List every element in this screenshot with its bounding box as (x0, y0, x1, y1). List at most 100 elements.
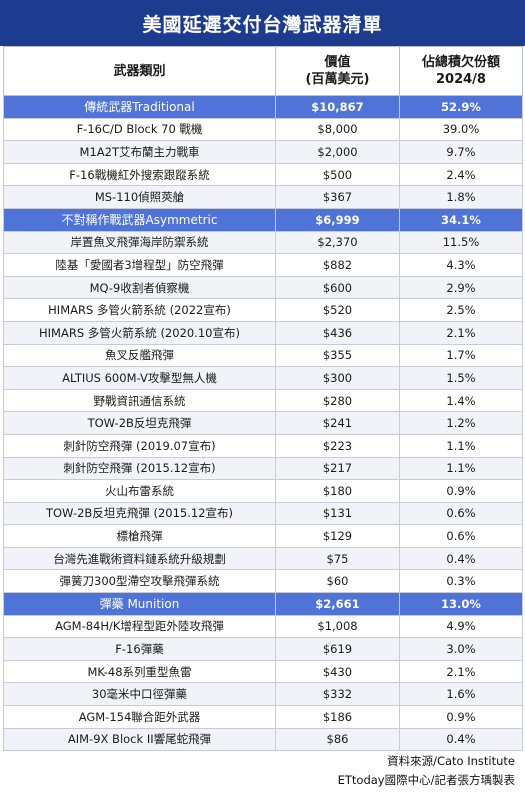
table-row: HIMARS 多管火箭系統 (2020.10宣布) $436 2.1% (3, 320, 523, 345)
value-cell: $882 (275, 253, 400, 277)
category-row: 彈藥 Munition $2,661 13.0% (3, 592, 523, 616)
weapon-name-cell: F-16彈藥 (3, 637, 276, 661)
category-row: 不對稱作戰武器Asymmetric $6,999 34.1% (3, 207, 523, 232)
value-cell: $332 (275, 682, 400, 707)
table-row: 火山布雷系統 $180 0.9% (3, 479, 523, 503)
share-cell: 3.0% (399, 637, 523, 661)
table-row: TOW-2B反坦克飛彈 $241 1.2% (3, 411, 523, 435)
weapon-name-cell: F-16C/D Block 70 戰機 (3, 117, 276, 142)
value-cell: $10,867 (275, 95, 400, 119)
share-cell: 1.5% (399, 366, 523, 390)
weapon-name-cell: 30毫米中口徑彈藥 (3, 682, 276, 707)
weapon-name-cell: MQ-9收割者偵察機 (3, 275, 276, 300)
share-cell: 4.9% (399, 614, 523, 639)
table-header-row: 武器類別 價值 (百萬美元) 佔總積欠份額 2024/8 (3, 46, 523, 96)
table-row: HIMARS 多管火箭系統 (2022宣布) $520 2.5% (3, 298, 523, 322)
value-cell: $129 (275, 524, 400, 548)
table-row: 30毫米中口徑彈藥 $332 1.6% (3, 682, 523, 707)
share-cell: 1.7% (399, 343, 523, 368)
weapon-name-cell: 標槍飛彈 (3, 524, 276, 548)
share-cell: 1.8% (399, 185, 523, 209)
share-cell: 1.2% (399, 411, 523, 435)
page-title: 美國延遲交付台灣武器清單 (0, 0, 525, 46)
table-row: 野戰資訊通信系統 $280 1.4% (3, 388, 523, 413)
table-row: 彈簧刀300型滯空攻擊飛彈系統 $60 0.3% (3, 569, 523, 594)
weapon-name-cell: 岸置魚叉飛彈海岸防禦系統 (3, 230, 276, 255)
weapons-table-container: 武器類別 價值 (百萬美元) 佔總積欠份額 2024/8 傳統武器Traditi… (0, 46, 525, 752)
value-cell: $430 (275, 659, 400, 684)
table-row: AIM-9X Block II響尾蛇飛彈 $86 0.4% (3, 727, 523, 752)
share-cell: 11.5% (399, 230, 523, 255)
table-row: 陸基「愛國者3增程型」防空飛彈 $882 4.3% (3, 253, 523, 277)
share-cell: 13.0% (399, 592, 523, 616)
weapon-name-cell: AGM-84H/K增程型距外陸攻飛彈 (3, 614, 276, 639)
share-cell: 1.1% (399, 433, 523, 458)
table-row: AGM-154聯合距外武器 $186 0.9% (3, 705, 523, 729)
value-cell: $186 (275, 705, 400, 729)
value-cell: $436 (275, 320, 400, 345)
weapon-name-cell: M1A2T艾布蘭主力戰車 (3, 140, 276, 164)
header-share: 佔總積欠份額 2024/8 (399, 46, 523, 96)
share-cell: 0.4% (399, 727, 523, 752)
table-row: AGM-84H/K增程型距外陸攻飛彈 $1,008 4.9% (3, 614, 523, 639)
table-body: 傳統武器Traditional $10,867 52.9% F-16C/D Block… (3, 95, 523, 752)
share-cell: 9.7% (399, 140, 523, 164)
share-cell: 0.9% (399, 479, 523, 503)
table-row: MK-48系列重型魚雷 $430 2.1% (3, 659, 523, 684)
table-row: M1A2T艾布蘭主力戰車 $2,000 9.7% (3, 140, 523, 164)
table-row: 刺針防空飛彈 (2015.12宣布) $217 1.1% (3, 456, 523, 481)
weapon-name-cell: 刺針防空飛彈 (2019.07宣布) (3, 433, 276, 458)
category-row: 傳統武器Traditional $10,867 52.9% (3, 95, 523, 119)
share-cell: 1.4% (399, 388, 523, 413)
value-cell: $2,000 (275, 140, 400, 164)
source-note: 資料來源/Cato Institute (387, 754, 515, 768)
table-row: ALTIUS 600M-V攻擊型無人機 $300 1.5% (3, 366, 523, 390)
header-category: 武器類別 (3, 46, 276, 96)
value-cell: $300 (275, 366, 400, 390)
credit-note: ETtoday國際中心/記者張方瑀製表 (337, 773, 515, 787)
weapon-name-cell: ALTIUS 600M-V攻擊型無人機 (3, 366, 276, 390)
share-cell: 2.1% (399, 320, 523, 345)
header-value-line2: (百萬美元) (305, 72, 370, 87)
weapon-name-cell: MK-48系列重型魚雷 (3, 659, 276, 684)
table-row: F-16C/D Block 70 戰機 $8,000 39.0% (3, 117, 523, 142)
value-cell: $241 (275, 411, 400, 435)
weapon-name-cell: 台灣先進戰術資料鏈系統升級規劃 (3, 546, 276, 571)
weapon-name-cell: HIMARS 多管火箭系統 (2022宣布) (3, 298, 276, 322)
table-row: MQ-9收割者偵察機 $600 2.9% (3, 275, 523, 300)
value-cell: $86 (275, 727, 400, 752)
table-row: TOW-2B反坦克飛彈 (2015.12宣布) $131 0.6% (3, 501, 523, 526)
share-cell: 1.1% (399, 456, 523, 481)
weapon-name-cell: AGM-154聯合距外武器 (3, 705, 276, 729)
weapon-name-cell: MS-110偵照莢艙 (3, 185, 276, 209)
weapon-name-cell: F-16戰機紅外搜索跟蹤系統 (3, 162, 276, 187)
header-share-line2: 2024/8 (436, 72, 486, 87)
share-cell: 39.0% (399, 117, 523, 142)
table-row: F-16戰機紅外搜索跟蹤系統 $500 2.4% (3, 162, 523, 187)
weapon-name-cell: 不對稱作戰武器Asymmetric (3, 207, 276, 232)
share-cell: 34.1% (399, 207, 523, 232)
table-row: 標槍飛彈 $129 0.6% (3, 524, 523, 548)
value-cell: $8,000 (275, 117, 400, 142)
share-cell: 52.9% (399, 95, 523, 119)
value-cell: $2,661 (275, 592, 400, 616)
value-cell: $355 (275, 343, 400, 368)
value-cell: $131 (275, 501, 400, 526)
value-cell: $600 (275, 275, 400, 300)
value-cell: $619 (275, 637, 400, 661)
weapon-name-cell: 野戰資訊通信系統 (3, 388, 276, 413)
weapon-name-cell: 陸基「愛國者3增程型」防空飛彈 (3, 253, 276, 277)
weapon-name-cell: TOW-2B反坦克飛彈 (3, 411, 276, 435)
share-cell: 0.9% (399, 705, 523, 729)
value-cell: $75 (275, 546, 400, 571)
value-cell: $60 (275, 569, 400, 594)
weapon-name-cell: TOW-2B反坦克飛彈 (2015.12宣布) (3, 501, 276, 526)
value-cell: $217 (275, 456, 400, 481)
value-cell: $223 (275, 433, 400, 458)
share-cell: 2.4% (399, 162, 523, 187)
value-cell: $1,008 (275, 614, 400, 639)
weapon-name-cell: 火山布雷系統 (3, 479, 276, 503)
share-cell: 4.3% (399, 253, 523, 277)
weapon-name-cell: 傳統武器Traditional (3, 95, 276, 119)
weapon-name-cell: HIMARS 多管火箭系統 (2020.10宣布) (3, 320, 276, 345)
